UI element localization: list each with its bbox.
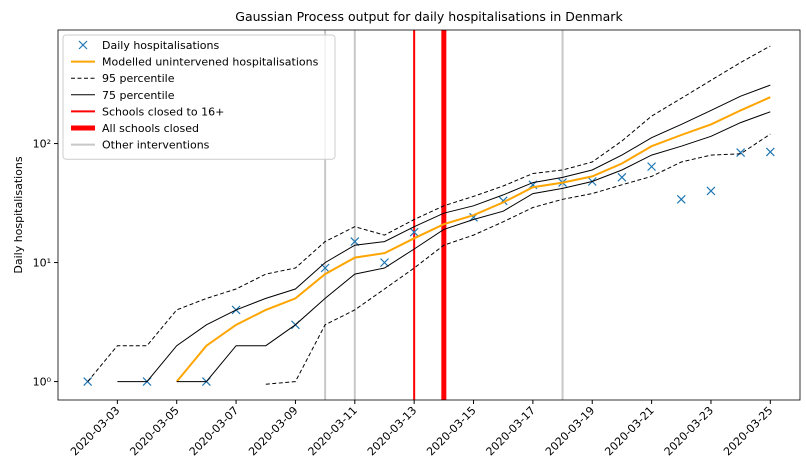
series-line <box>265 133 771 385</box>
x-tick-label: 2020-03-21 <box>602 404 656 458</box>
legend-label: Daily hospitalisations <box>102 39 220 52</box>
x-tick-label: 2020-03-17 <box>484 404 538 458</box>
legend-label: All schools closed <box>102 122 199 135</box>
x-tick-label: 2020-03-15 <box>424 404 478 458</box>
legend-label: Schools closed to 16+ <box>102 105 224 118</box>
chart-title: Gaussian Process output for daily hospit… <box>235 9 623 24</box>
x-tick-label: 2020-03-05 <box>127 404 181 458</box>
y-tick-label: 10¹ <box>33 257 51 270</box>
series-line <box>175 96 771 383</box>
data-point <box>617 172 627 182</box>
x-tick-label: 2020-03-23 <box>662 404 716 458</box>
y-tick-label: 10⁰ <box>33 376 52 389</box>
data-point <box>736 148 746 157</box>
data-point <box>765 147 775 157</box>
legend-label: Other interventions <box>102 139 210 152</box>
x-tick-label: 2020-03-13 <box>365 404 419 458</box>
legend-box <box>62 34 336 160</box>
x-tick-label: 2020-03-19 <box>543 404 597 458</box>
data-point <box>409 227 419 237</box>
data-point <box>706 186 716 196</box>
legend: Daily hospitalisations Modelled uninterve… <box>62 34 336 160</box>
legend-label: Modelled unintervened hospitalisations <box>102 56 319 69</box>
x-tick-label: 2020-03-07 <box>187 404 241 458</box>
series-line <box>117 84 771 383</box>
data-point <box>647 162 657 172</box>
legend-marker <box>78 40 88 50</box>
data-point <box>676 194 686 204</box>
legend-label: 95 percentile <box>102 72 175 85</box>
y-axis-label: Daily hospitalisations <box>12 156 25 274</box>
data-point <box>380 258 389 267</box>
x-tick-label: 2020-03-03 <box>68 404 122 458</box>
x-tick-label: 2020-03-11 <box>306 404 360 458</box>
y-tick-label: 10² <box>33 138 51 151</box>
x-tick-label: 2020-03-25 <box>721 404 775 458</box>
series-line <box>176 111 771 383</box>
x-tick-label: 2020-03-09 <box>246 404 300 458</box>
legend-label: 75 percentile <box>102 89 175 102</box>
data-point <box>350 237 360 247</box>
axes-frame <box>57 29 801 401</box>
